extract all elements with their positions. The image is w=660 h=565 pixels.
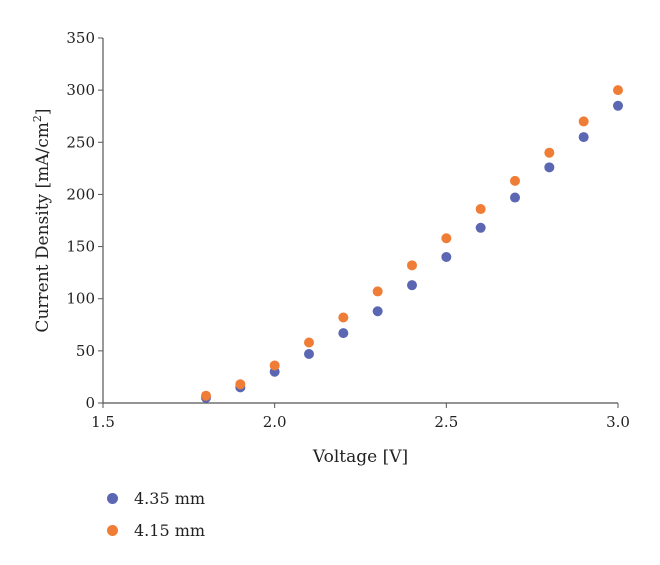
data-point-series-1 bbox=[441, 252, 452, 262]
x-tick-label: 2.0 bbox=[263, 413, 287, 431]
data-point-series-2 bbox=[441, 233, 452, 244]
y-tick-label: 300 bbox=[66, 81, 95, 99]
data-point-series-2 bbox=[510, 175, 520, 186]
data-point-series-2 bbox=[235, 379, 246, 390]
data-point-series-1 bbox=[578, 132, 589, 143]
data-point-series-1 bbox=[613, 100, 623, 111]
axes bbox=[102, 38, 618, 404]
legend-item-series-1: 4.35 mm bbox=[104, 482, 205, 514]
y-tick-label: 50 bbox=[76, 342, 95, 360]
data-point-series-2 bbox=[578, 116, 589, 127]
legend-item-series-2: 4.15 mm bbox=[104, 514, 205, 546]
data-point-series-1 bbox=[304, 348, 314, 359]
legend: 4.35 mm 4.15 mm bbox=[104, 482, 205, 546]
data-point-series-2 bbox=[407, 260, 417, 271]
data-point-series-1 bbox=[544, 162, 555, 173]
data-points bbox=[201, 85, 623, 403]
legend-marker-series-1 bbox=[107, 492, 118, 504]
x-tick-label: 1.5 bbox=[91, 413, 115, 431]
data-point-series-2 bbox=[201, 390, 211, 401]
y-tick-label: 200 bbox=[66, 185, 95, 203]
data-point-series-1 bbox=[475, 222, 486, 233]
y-axis-title: Current Density [mA/cm2] bbox=[31, 108, 53, 332]
legend-label-series-2: 4.15 mm bbox=[134, 520, 206, 540]
data-point-series-1 bbox=[372, 306, 383, 317]
x-tick-label: 3.0 bbox=[606, 413, 630, 431]
y-tick-label: 100 bbox=[66, 290, 95, 308]
data-point-series-2 bbox=[269, 360, 280, 371]
data-point-series-2 bbox=[304, 337, 314, 348]
data-point-series-2 bbox=[372, 286, 383, 297]
y-tick-label: 150 bbox=[66, 238, 95, 256]
data-point-series-1 bbox=[510, 192, 520, 203]
y-axis-ticks: 0 50 100 150 200 250 300 350 bbox=[66, 29, 103, 412]
data-point-series-2 bbox=[613, 85, 623, 96]
x-tick-label: 2.5 bbox=[434, 413, 458, 431]
y-tick-label: 0 bbox=[85, 394, 95, 412]
x-axis-title: Voltage [V] bbox=[312, 447, 408, 467]
data-point-series-2 bbox=[338, 312, 349, 323]
y-tick-label: 350 bbox=[66, 29, 95, 47]
data-point-series-1 bbox=[338, 328, 349, 339]
data-point-series-2 bbox=[544, 147, 555, 158]
legend-marker-series-2 bbox=[107, 524, 118, 536]
data-point-series-1 bbox=[407, 280, 417, 291]
x-axis-ticks: 1.5 2.0 2.5 3.0 bbox=[91, 403, 630, 431]
y-tick-label: 250 bbox=[66, 133, 95, 151]
legend-label-series-1: 4.35 mm bbox=[134, 488, 206, 508]
data-point-series-2 bbox=[475, 204, 486, 215]
